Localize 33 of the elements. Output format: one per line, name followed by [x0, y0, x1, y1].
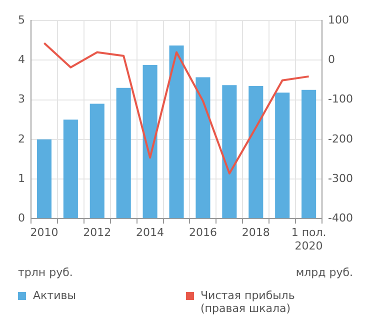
bar — [63, 120, 78, 218]
legend-label: Чистая прибыль (правая шкала) — [200, 289, 296, 315]
y2-tick-label: -300 — [328, 172, 354, 185]
y2-tick-label: 100 — [328, 13, 350, 26]
x-tick-label: 2018 — [242, 226, 270, 240]
bar — [116, 88, 131, 218]
y-tick-label: 0 — [18, 211, 25, 224]
bar — [275, 92, 290, 218]
legend-label: Активы — [33, 289, 76, 302]
bar — [90, 104, 104, 218]
x-tick-label: 1 пол. 2020 — [291, 226, 326, 252]
bar — [169, 46, 184, 218]
x-tick-label: 2010 — [30, 226, 58, 240]
y-tick-label: 1 — [18, 172, 25, 185]
bar — [142, 64, 158, 218]
bar — [36, 139, 52, 218]
bar — [302, 90, 316, 218]
x-tick-label: 2012 — [83, 226, 112, 240]
y-tick-label: 5 — [18, 13, 25, 26]
bar — [248, 86, 264, 218]
bar — [222, 85, 237, 218]
y2-tick-label: -400 — [328, 211, 354, 224]
y-tick-label: 4 — [18, 53, 25, 66]
y-tick-label: 2 — [18, 132, 25, 146]
bar — [196, 77, 210, 218]
y2-tick-label: -200 — [328, 132, 354, 146]
y2-axis-title: млрд руб. — [296, 266, 353, 279]
y-tick-label: 3 — [18, 92, 25, 106]
y2-tick-label: 0 — [328, 53, 336, 66]
y2-tick-label: -100 — [328, 92, 354, 106]
y-axis-title: трлн руб. — [18, 266, 73, 279]
x-tick-label: 2014 — [136, 226, 164, 240]
x-tick-label: 2016 — [188, 226, 217, 240]
